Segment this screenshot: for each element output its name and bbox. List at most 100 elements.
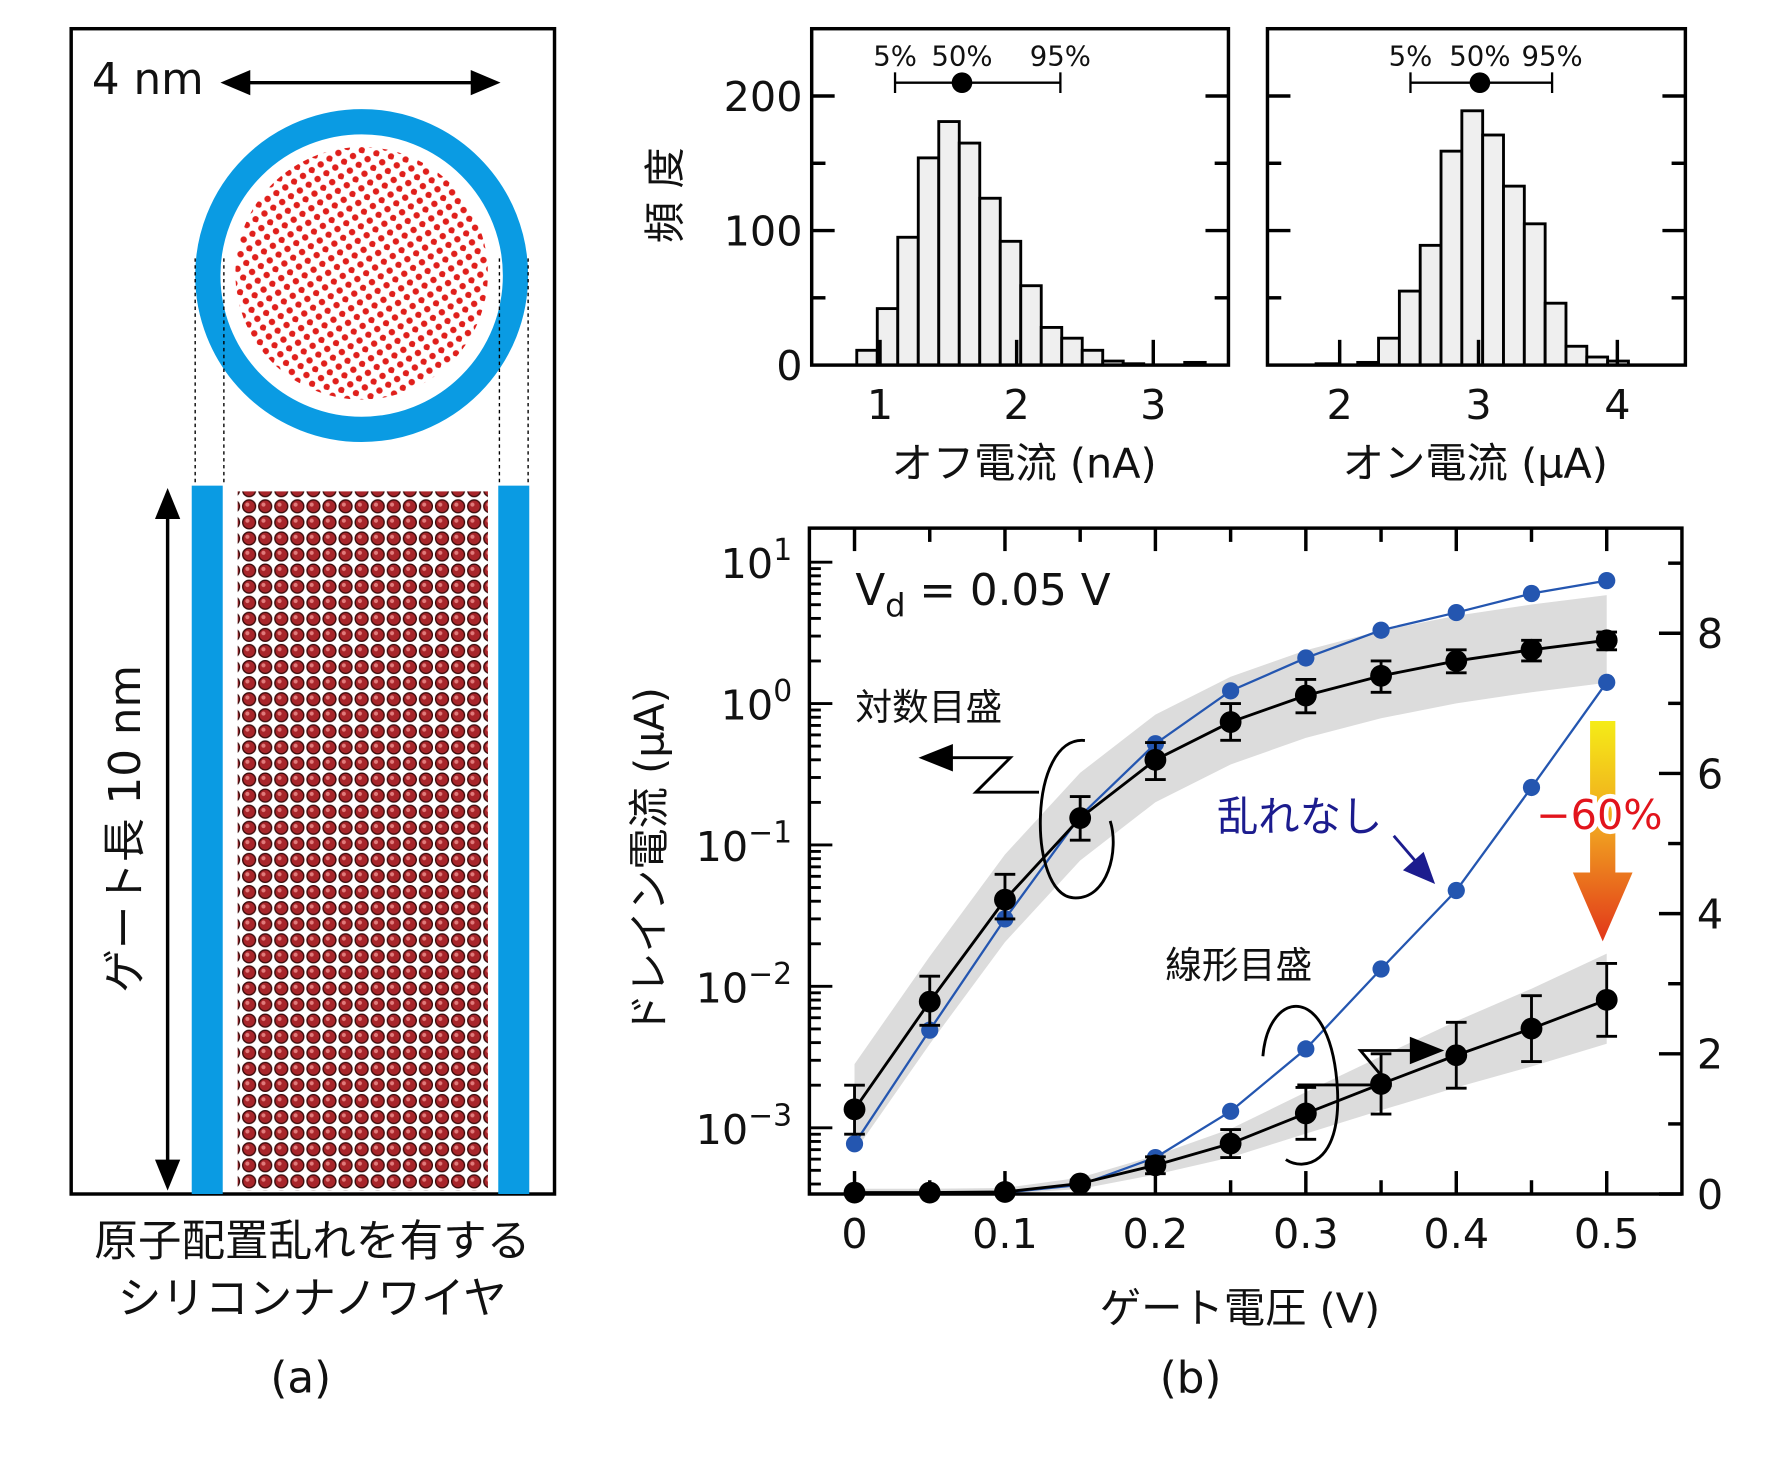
tick-base: 10 (696, 964, 749, 1012)
histogram-bar (1439, 149, 1464, 367)
log-scale-ellipse (1038, 739, 1115, 900)
x-tick-label: 0.1 (972, 1210, 1038, 1258)
percentile-label: 5% (873, 40, 917, 72)
linear-scale-arrow (1297, 1049, 1424, 1087)
histogram-off-current: 1 2 3 0 100 200 5% 50% 95% (724, 26, 1231, 429)
tick-exponent: −3 (748, 1098, 792, 1133)
log-scale-arrow (935, 756, 1040, 794)
no-disorder-label: 乱れなし (1217, 793, 1382, 841)
gate-length-label: ゲート長 10 nm (101, 665, 151, 993)
histogram-on-current: 2 3 4 5% 50% 95% (1265, 26, 1688, 429)
log-y-tick-label: 101 (721, 533, 793, 588)
data-point (843, 1098, 866, 1121)
data-point (1370, 664, 1392, 687)
gate-arrow-head-bottom (154, 1159, 181, 1191)
tick-base: 10 (721, 682, 774, 730)
data-point (1219, 711, 1242, 733)
vd-annotation: Vd = 0.05 V (855, 566, 1110, 624)
data-point (1447, 881, 1465, 900)
no-disorder-arrow-head (1402, 851, 1436, 885)
x-tick-label: 1 (867, 381, 893, 429)
data-point (1219, 1132, 1242, 1155)
log-scale-arrow-head (918, 743, 953, 772)
data-point (1069, 807, 1092, 829)
y-tick-label: 100 (724, 207, 803, 255)
data-point (1522, 584, 1541, 603)
caption-line1: 原子配置乱れを有する (94, 1217, 530, 1267)
panel-b-label: (b) (1160, 1354, 1222, 1404)
log-scale-label: 対数目盛 (855, 686, 1002, 729)
log-y-tick-label: 10−3 (696, 1098, 793, 1153)
linear-scale-label: 線形目盛 (1165, 944, 1312, 987)
oxide-left (191, 485, 223, 1195)
panel-a-frame (69, 26, 557, 1196)
histogram-bar (937, 120, 961, 367)
linear-scale-ellipse (1261, 1004, 1339, 1166)
percentile-label: 95% (1030, 40, 1091, 72)
data-point (1294, 684, 1317, 707)
vd-main: V (855, 566, 885, 616)
histogram-bar (957, 141, 982, 367)
x-tick-label: 4 (1604, 381, 1630, 429)
linear-y-tick-label: 6 (1697, 750, 1723, 798)
percentile-label: 50% (931, 40, 992, 72)
caption-line2: シリコンナノワイヤ (118, 1274, 507, 1324)
linear-y-tick-label: 8 (1697, 610, 1723, 658)
linear-y-tick-label: 0 (1697, 1171, 1723, 1219)
histogram-bar (1460, 109, 1485, 367)
data-point (1222, 682, 1240, 700)
cross-section-atoms (235, 146, 488, 400)
x-tick-label: 2 (1327, 381, 1353, 429)
data-point (1447, 603, 1465, 622)
panel-a-label: (a) (270, 1354, 331, 1404)
oxide-ring (195, 109, 529, 443)
histogram-bar (1543, 301, 1568, 367)
log-y-tick-label: 10−2 (696, 957, 793, 1012)
tick-exponent: 0 (773, 674, 792, 709)
y-tick-label: 0 (776, 342, 802, 390)
histogram-bar (896, 235, 920, 367)
data-point (845, 1135, 864, 1153)
width-arrow-head-left (220, 70, 251, 96)
tick-base: 10 (696, 823, 749, 871)
histogram-on-xlabel: オン電流 (μA) (1343, 440, 1608, 488)
data-point (1595, 988, 1618, 1011)
data-point (1598, 572, 1616, 590)
data-point (1520, 1017, 1543, 1040)
x-tick-label: 3 (1140, 381, 1166, 429)
linear-y-tick-label: 4 (1697, 891, 1723, 939)
vd-sub: d (885, 587, 905, 625)
linear-y-tick-label: 2 (1697, 1031, 1723, 1079)
tick-exponent: −1 (748, 816, 792, 851)
projection-lines (194, 258, 529, 486)
reduction-arrow (1572, 721, 1633, 942)
reduction-label: −60% (1536, 791, 1662, 839)
histogram-bar (1080, 348, 1105, 367)
panel-a: 4 nm ゲート長 10 nm 原子配置乱れを有する シリコンナノワイヤ (a) (69, 26, 557, 1404)
histogram-bar (1039, 325, 1064, 367)
tick-exponent: −2 (748, 957, 792, 992)
data-point (1297, 1040, 1315, 1058)
width-arrow-head-right (470, 70, 501, 96)
data-point (1445, 650, 1468, 672)
percentile-label: 50% (1449, 40, 1510, 72)
iv-xlabel: ゲート電圧 (V) (1100, 1285, 1380, 1333)
data-point (1144, 748, 1167, 771)
histogram-bar (1481, 133, 1505, 367)
data-point (1520, 638, 1543, 661)
median-marker (951, 72, 973, 94)
data-point (1144, 1154, 1167, 1177)
iv-ylabel: ドレイン電流 (μA) (626, 687, 674, 1035)
histogram-ylabel: 頻 度 (642, 147, 690, 243)
tick-exponent: 1 (773, 533, 792, 568)
data-point (1445, 1044, 1468, 1067)
histogram-bar (1418, 243, 1443, 367)
x-tick-label: 0.5 (1574, 1210, 1640, 1258)
histogram-bar (1522, 222, 1547, 367)
histogram-bar (1502, 184, 1526, 367)
vd-rest: = 0.05 V (906, 566, 1111, 616)
x-tick-label: 0.4 (1423, 1210, 1489, 1258)
data-point (1595, 629, 1618, 652)
histogram-bar (855, 348, 879, 367)
